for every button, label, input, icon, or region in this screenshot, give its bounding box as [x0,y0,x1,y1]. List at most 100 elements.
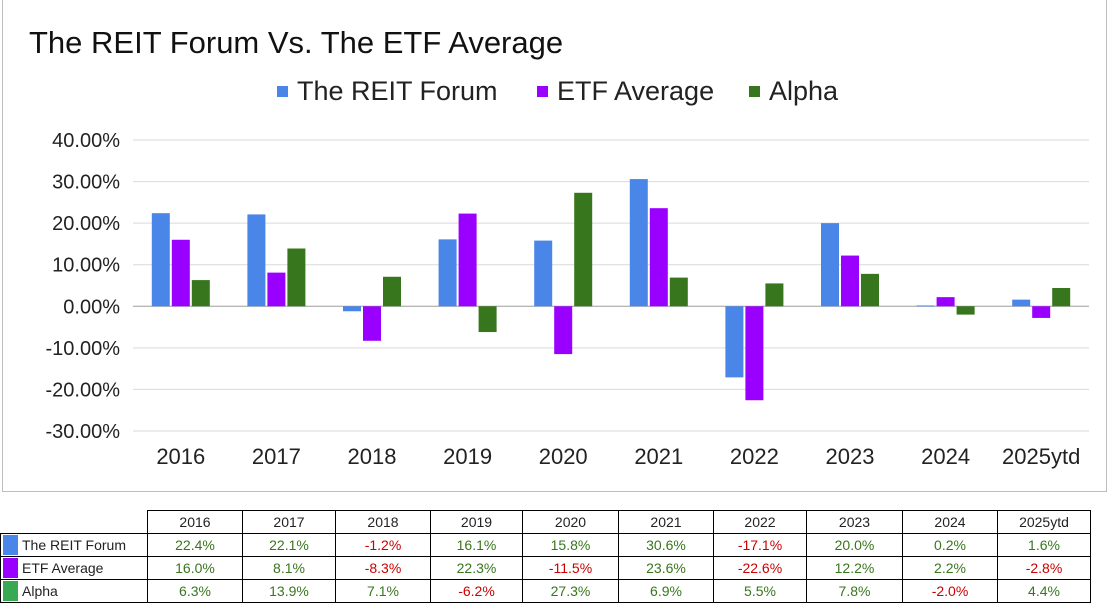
x-tick-label: 2024 [921,444,970,469]
y-tick-label: 30.00% [52,172,120,194]
table-cell: 22.4% [147,533,243,557]
y-tick-label: -20.00% [46,379,121,401]
row-label-text: Alpha [22,583,58,599]
table-row: The REIT Forum 22.4% 22.1% -1.2% 16.1% 15.8% 3… [0,533,1091,557]
x-tick-label: 2023 [826,444,875,469]
y-tick-label: -10.00% [46,338,121,360]
bar-the-reit-forum-2025ytd [1012,299,1031,307]
bar-the-reit-forum-2019 [438,239,457,307]
table-cell: 7.8% [806,579,903,603]
x-tick-label: 2019 [443,444,492,469]
table-header-cell: 2021 [618,510,714,534]
table-row: ETF Average 16.0% 8.1% -8.3% 22.3% -11.5% 23.6… [0,556,1091,580]
table-cell: 30.6% [618,533,714,557]
bar-the-reit-forum-2023 [821,223,839,307]
table-header-cell: 2018 [335,510,431,534]
table-row: Alpha 6.3% 13.9% 7.1% -6.2% 27.3% 6.9% 5.5% 7.8%… [0,579,1091,603]
chart-svg: The REIT Forum Vs. The ETF Average The R… [29,25,1089,469]
bar-etf-average-2017 [267,272,286,307]
table-cell: 15.8% [522,533,619,557]
row-label-text: The REIT Forum [22,537,126,553]
table-header-row: 2016 2017 2018 2019 2020 2021 2022 2023 2024 2025… [0,510,1091,534]
table-cell: -1.2% [335,533,431,557]
legend-label: ETF Average [557,76,714,106]
bar-alpha-2018 [383,276,401,307]
row-swatch [3,558,18,578]
bar-alpha-2024 [956,306,975,315]
table-cell: 20.0% [806,533,903,557]
row-label-text: ETF Average [22,560,104,576]
table-cell: -6.2% [430,579,523,603]
bar-alpha-2017 [287,248,306,307]
table-header-cell: 2016 [147,510,243,534]
legend-label: The REIT Forum [297,76,498,106]
row-swatch [3,535,18,555]
bar-alpha-2025ytd [1052,287,1071,307]
table-header-cell: 2020 [522,510,619,534]
table-cell: 22.1% [242,533,336,557]
table-cell: 23.6% [618,556,714,580]
bar-etf-average-2024 [936,297,955,307]
x-tick-label: 2017 [252,444,301,469]
bar-etf-average-2018 [363,306,381,341]
y-tick-label: 20.00% [52,213,120,235]
bar-the-reit-forum-2024 [916,305,935,307]
x-axis: 2016 2017 2018 2019 2020 2021 2022 2023 2024 2025… [156,444,1080,469]
table-cell: 6.3% [147,579,243,603]
chart-legend: The REIT Forum ETF Average Alpha [277,76,839,106]
table-header-cell: 2017 [242,510,336,534]
table-cell: -11.5% [522,556,619,580]
table-cell: -8.3% [335,556,431,580]
bar-alpha-2023 [861,273,879,307]
bar-etf-average-2019 [458,213,477,307]
y-axis: 40.00% 30.00% 20.00% 10.00% 0.00% -10.00% -20.… [46,130,121,443]
table-cell: -17.1% [713,533,807,557]
bar-alpha-2016 [191,280,210,307]
table-cell: 2.2% [902,556,998,580]
table-cell: 4.4% [997,579,1091,603]
table-cell: 7.1% [335,579,431,603]
bar-etf-average-2022 [745,306,764,401]
table-cell: 5.5% [713,579,807,603]
bar-the-reit-forum-2020 [534,240,553,307]
table-header-cell: 2019 [430,510,523,534]
table-cell: 0.2% [902,533,998,557]
table-cell: 1.6% [997,533,1091,557]
table-cell: 8.1% [242,556,336,580]
table-cell: 22.3% [430,556,523,580]
bar-the-reit-forum-2022 [725,306,744,378]
bar-alpha-2019 [478,306,497,333]
table-cell: 13.9% [242,579,336,603]
legend-swatch [749,86,760,97]
x-tick-label: 2022 [730,444,779,469]
bar-the-reit-forum-2021 [629,179,648,307]
table-corner-cell [0,510,148,534]
table-header-cell: 2023 [806,510,903,534]
table-row-label: ETF Average [0,556,148,580]
table-header-cell: 2025ytd [997,510,1091,534]
y-tick-label: 10.00% [52,255,120,277]
bar-alpha-2020 [574,192,593,307]
table-cell: 27.3% [522,579,619,603]
data-table: 2016 2017 2018 2019 2020 2021 2022 2023 2024 2025… [0,510,1091,603]
bar-the-reit-forum-2016 [151,213,170,307]
chart-frame: The REIT Forum Vs. The ETF Average The R… [2,0,1107,492]
bar-alpha-2021 [669,277,688,307]
bar-etf-average-2023 [841,255,859,307]
table-header-cell: 2024 [902,510,998,534]
bar-etf-average-2020 [554,306,573,355]
bar-the-reit-forum-2018 [343,306,361,312]
bar-etf-average-2016 [171,239,190,307]
x-tick-label: 2025ytd [1002,444,1080,469]
bar-the-reit-forum-2017 [247,214,266,307]
table-cell: 12.2% [806,556,903,580]
table-header-cell: 2022 [713,510,807,534]
table-cell: 16.0% [147,556,243,580]
table-cell: 16.1% [430,533,523,557]
legend-label: Alpha [769,76,839,106]
bar-alpha-2022 [765,283,784,307]
table-cell: -2.8% [997,556,1091,580]
legend-swatch [277,86,288,97]
row-swatch [3,581,18,601]
legend-swatch [537,86,548,97]
